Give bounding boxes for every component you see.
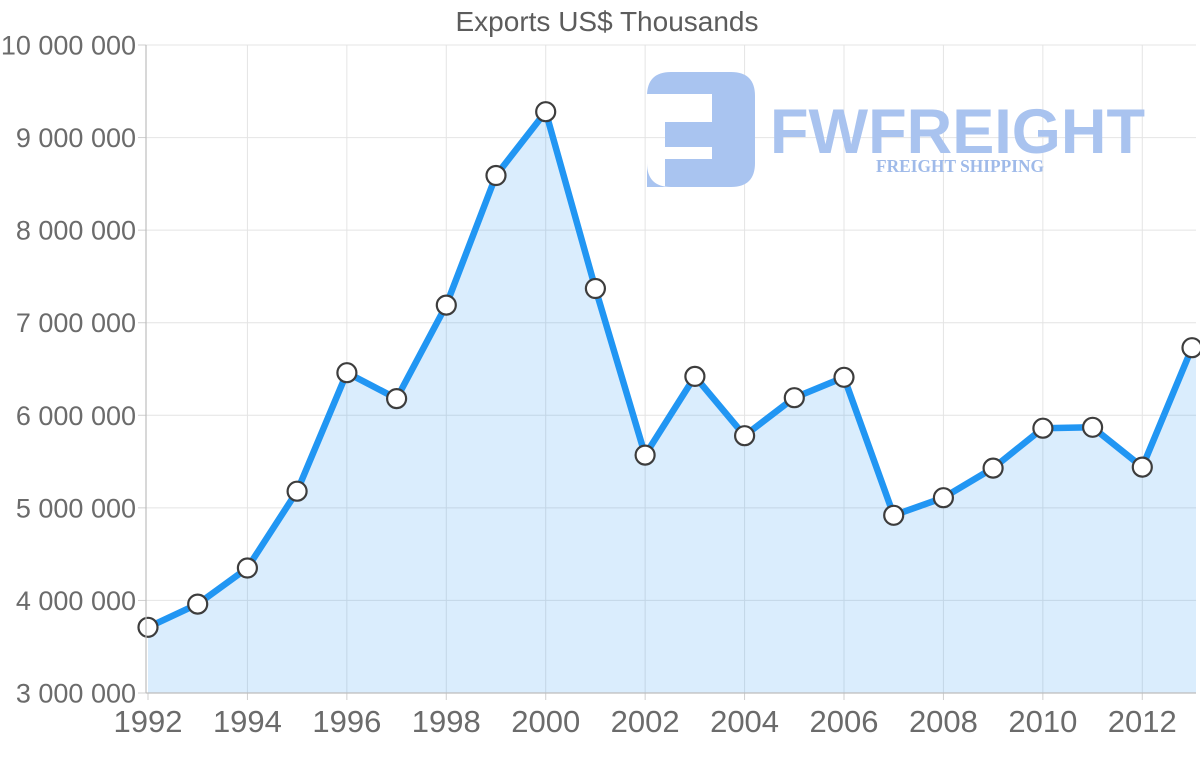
y-axis-label: 8 000 000 — [16, 216, 136, 246]
x-axis-label: 2006 — [810, 704, 879, 739]
y-axis-label: 7 000 000 — [16, 308, 136, 338]
data-point-2001[interactable] — [584, 277, 607, 300]
data-point-2008[interactable] — [932, 487, 955, 509]
series-layer — [137, 101, 1200, 693]
watermark-wordmark: FWFREIGHT — [770, 97, 1145, 167]
y-axis-label: 6 000 000 — [16, 401, 136, 431]
watermark-subtitle: FREIGHT SHIPPING — [876, 156, 1044, 176]
chart-title: Exports US$ Thousands — [456, 6, 759, 37]
data-point-2013[interactable] — [1181, 337, 1200, 359]
x-axis-label: 2008 — [909, 704, 978, 739]
data-point-2003[interactable] — [684, 365, 706, 387]
x-axis-label: 1992 — [114, 704, 183, 739]
x-axis-label: 2012 — [1108, 704, 1177, 739]
x-axis-label: 1996 — [312, 704, 381, 739]
x-axis-label: 2004 — [710, 704, 779, 739]
data-point-1997[interactable] — [386, 388, 408, 410]
x-axis-label: 2000 — [511, 704, 580, 739]
data-point-2005[interactable] — [783, 387, 805, 409]
data-point-1999[interactable] — [485, 164, 507, 187]
data-point-1995[interactable] — [286, 480, 308, 502]
y-axis-label: 4 000 000 — [16, 586, 136, 616]
x-axis-label: 2010 — [1008, 704, 1077, 739]
data-point-1996[interactable] — [336, 362, 358, 384]
axis-layer: 3 000 000 4 000 000 5 000 000 6 000 000 7 00… — [1, 31, 1196, 739]
fwfreight-logo-icon — [647, 72, 755, 187]
data-point-1994[interactable] — [236, 557, 258, 579]
data-point-2004[interactable] — [733, 425, 756, 447]
data-point-2012[interactable] — [1131, 456, 1153, 478]
fwfreight-watermark: FWFREIGHT FREIGHT SHIPPING — [647, 72, 1145, 187]
data-point-2009[interactable] — [982, 457, 1004, 479]
y-axis-label: 10 000 000 — [1, 31, 136, 61]
data-point-2002[interactable] — [634, 444, 656, 466]
x-axis-label: 1994 — [213, 704, 282, 739]
data-point-2010[interactable] — [1032, 417, 1054, 439]
area-fill — [148, 111, 1196, 693]
x-axis-label: 1998 — [412, 704, 481, 739]
x-axis-label: 2002 — [611, 704, 680, 739]
data-point-2007[interactable] — [883, 504, 905, 526]
data-point-2011[interactable] — [1081, 416, 1104, 438]
y-axis-label: 9 000 000 — [16, 123, 136, 153]
series-line — [144, 108, 1196, 631]
data-point-2006[interactable] — [833, 366, 855, 388]
y-axis-label: 3 000 000 — [16, 679, 136, 709]
data-point-1993[interactable] — [187, 593, 209, 615]
y-axis-label: 5 000 000 — [16, 493, 136, 523]
data-point-1992[interactable] — [137, 616, 159, 638]
data-point-1998[interactable] — [435, 294, 457, 316]
data-point-2000[interactable] — [535, 101, 557, 123]
